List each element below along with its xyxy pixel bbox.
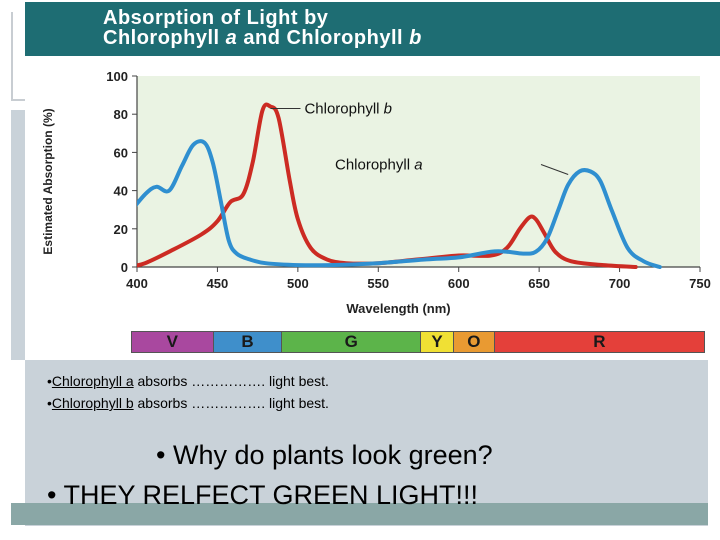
question-chlorophyll-b: •Chlorophyll b absorbs ……………. light best…	[47, 395, 329, 411]
x-tick-label: 500	[287, 276, 309, 291]
bullet: •	[47, 373, 52, 389]
spectrum-band-y: Y	[421, 332, 454, 352]
x-tick-label: 650	[528, 276, 550, 291]
slide-side-strip	[11, 110, 25, 360]
big-question: • Why do plants look green?	[156, 440, 493, 470]
subject-chlorophyll-a: Chlorophyll a	[51, 373, 134, 389]
series-line-chlorophyll-b	[137, 102, 638, 269]
slide-frame-top	[11, 99, 25, 101]
annotation-italic: a	[414, 157, 422, 174]
y-tick-label: 0	[121, 260, 128, 275]
question-text: absorbs ……………. light best.	[133, 395, 329, 411]
title-bar: Absorption of Light by Chlorophyll a and…	[25, 2, 720, 56]
spectrum-band-g: G	[282, 332, 422, 352]
chart-panel: 0 20 40 60 80 100 400 450 500 550 600 650 700 750 Wave…	[25, 56, 720, 360]
x-axis-label: Wavelength (nm)	[346, 301, 450, 316]
y-axis-label: Estimated Absorption (%)	[41, 108, 55, 254]
y-tick-label: 100	[106, 69, 128, 84]
title-part-italic: b	[409, 27, 422, 49]
bottom-bar	[11, 503, 708, 525]
big-answer: • THEY RELFECT GREEN LIGHT!!!	[47, 480, 479, 510]
y-tick-label: 80	[114, 107, 128, 122]
x-tick-label: 550	[367, 276, 389, 291]
x-tick-label: 400	[126, 276, 148, 291]
spectrum-band-r: R	[494, 332, 704, 352]
x-tick-label: 450	[207, 276, 229, 291]
question-text: absorbs ……………. light best.	[133, 373, 329, 389]
bullet: •	[47, 395, 52, 411]
title-part-italic: a	[225, 27, 238, 49]
bottom-panel	[25, 360, 708, 526]
y-tick-label: 60	[114, 145, 128, 160]
plot-area	[137, 76, 700, 267]
title-line-1: Absorption of Light by	[103, 7, 329, 29]
x-tick-label: 600	[448, 276, 470, 291]
absorption-chart: 0 20 40 60 80 100 400 450 500 550 600 650 700 750 Wave…	[41, 69, 711, 316]
subject-chlorophyll-b: Chlorophyll b	[51, 395, 134, 411]
annotation-chlorophyll-a: Chlorophyll a	[335, 157, 423, 174]
title-line-2: Chlorophyll a and Chlorophyll b	[103, 27, 422, 50]
spectrum-band-b: B	[213, 332, 283, 352]
question-chlorophyll-a: •Chlorophyll a absorbs ……………. light best…	[47, 373, 329, 389]
series-line-chlorophyll-a	[137, 139, 662, 269]
annotation-leader-a	[540, 164, 569, 175]
annotation-chlorophyll-b: Chlorophyll b	[304, 101, 392, 118]
title-part: and Chlorophyll	[237, 27, 410, 49]
title-part: Chlorophyll	[103, 27, 226, 49]
x-tick-label: 750	[689, 276, 711, 291]
y-tick-label: 20	[114, 222, 128, 237]
y-tick-label: 40	[114, 184, 128, 199]
slide-frame-left	[11, 12, 13, 100]
x-tick-label: 700	[609, 276, 631, 291]
annotation-italic: b	[384, 101, 392, 118]
spectrum-band-v: V	[132, 332, 214, 352]
spectrum-band-o: O	[453, 332, 495, 352]
